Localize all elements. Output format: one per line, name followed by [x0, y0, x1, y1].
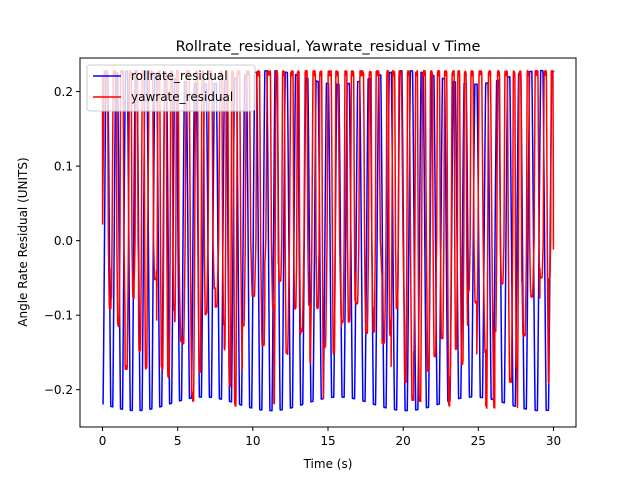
chart-title: Rollrate_residual, Yawrate_residual v Ti… — [176, 39, 481, 55]
legend: rollrate_residual yawrate_residual — [86, 64, 256, 112]
x-tick-label: 15 — [320, 434, 335, 448]
x-tick-label: 10 — [245, 434, 260, 448]
x-tick-label: 20 — [396, 434, 411, 448]
x-tick-label: 5 — [174, 434, 182, 448]
x-tick-label: 25 — [471, 434, 486, 448]
x-axis: 0 5 10 15 20 25 30 — [99, 427, 561, 448]
legend-label-rollrate: rollrate_residual — [131, 69, 228, 83]
y-axis-label: Angle Rate Residual (UNITS) — [16, 157, 30, 326]
x-axis-label: Time (s) — [303, 457, 353, 471]
y-tick-label: −0.2 — [44, 383, 73, 397]
legend-box — [86, 64, 256, 112]
plot-area — [79, 57, 577, 428]
legend-label-yawrate: yawrate_residual — [131, 90, 233, 104]
y-tick-label: 0.0 — [54, 234, 73, 248]
x-tick-label: 0 — [99, 434, 107, 448]
y-tick-label: 0.1 — [54, 160, 73, 174]
y-tick-label: −0.1 — [44, 309, 73, 323]
x-tick-label: 30 — [546, 434, 561, 448]
y-tick-label: 0.2 — [54, 85, 73, 99]
y-axis: −0.2 −0.1 0.0 0.1 0.2 — [44, 85, 80, 397]
